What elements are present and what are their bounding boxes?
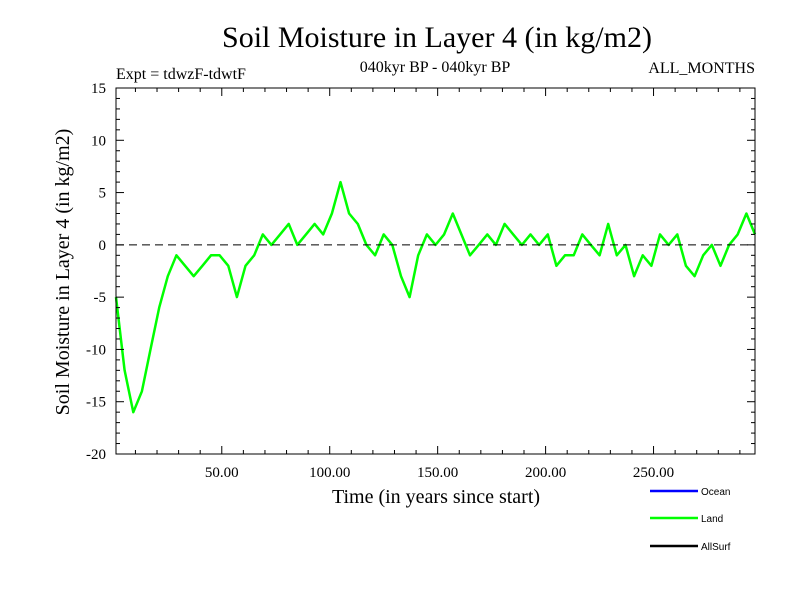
y-tick-label: -5 xyxy=(94,290,107,306)
legend-label-ocean: Ocean xyxy=(701,487,730,498)
y-tick-label: -20 xyxy=(86,447,106,463)
axis-ticks xyxy=(116,87,755,455)
x-axis-tick-labels: 50.00 100.00 150.00 200.00 250.00 xyxy=(205,465,674,481)
x-tick-label: 200.00 xyxy=(525,465,566,481)
series-line-land xyxy=(114,180,757,414)
legend: Ocean Land AllSurf xyxy=(650,487,731,553)
series-layer xyxy=(114,180,757,414)
y-tick-label: 10 xyxy=(91,133,106,149)
x-axis-label: Time (in years since start) xyxy=(332,486,540,508)
y-axis-label: Soil Moisture in Layer 4 (in kg/m2) xyxy=(52,129,74,416)
y-tick-label: 0 xyxy=(99,238,107,254)
months-label: ALL_MONTHS xyxy=(648,60,755,77)
legend-label-allsurf: AllSurf xyxy=(701,542,731,553)
y-tick-label: -15 xyxy=(86,395,106,411)
x-tick-label: 250.00 xyxy=(633,465,674,481)
period-label: 040kyr BP - 040kyr BP xyxy=(360,59,511,76)
y-tick-label: -10 xyxy=(86,342,106,358)
y-axis-tick-labels: 15 10 5 0 -5 -10 -15 -20 xyxy=(86,81,106,463)
x-tick-label: 100.00 xyxy=(309,465,350,481)
experiment-label: Expt = tdwzF-tdwtF xyxy=(116,66,246,83)
chart-title: Soil Moisture in Layer 4 (in kg/m2) xyxy=(222,21,652,54)
legend-label-land: Land xyxy=(701,514,723,525)
y-tick-label: 15 xyxy=(91,81,106,97)
x-tick-label: 150.00 xyxy=(417,465,458,481)
x-tick-label: 50.00 xyxy=(205,465,239,481)
y-tick-label: 5 xyxy=(99,186,107,202)
plot-frame xyxy=(115,87,756,455)
